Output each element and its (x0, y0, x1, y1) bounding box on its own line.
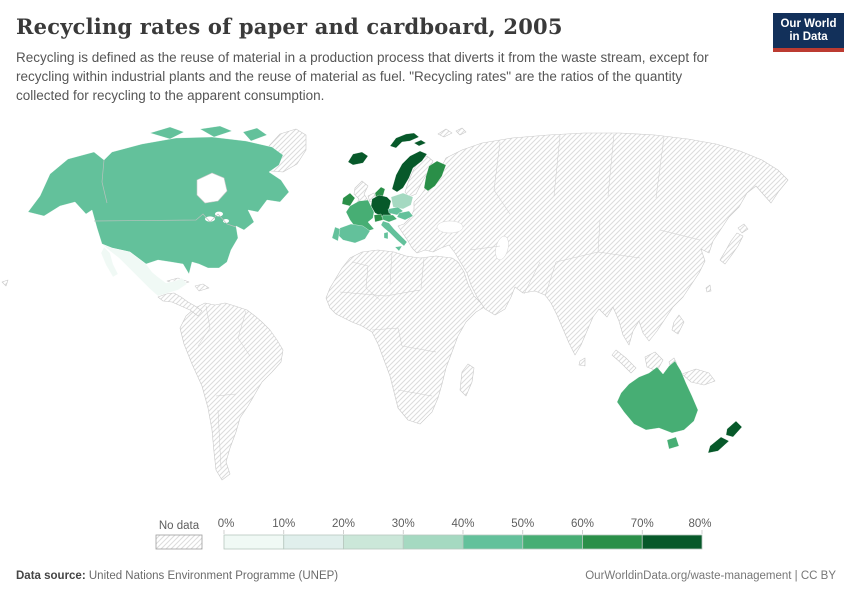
chart-header: Recycling rates of paper and cardboard, … (16, 14, 756, 105)
island-hispaniola[interactable] (194, 283, 210, 292)
landmass-central-america[interactable] (157, 292, 203, 317)
legend-tick-label: 0% (218, 518, 235, 530)
country-norway[interactable] (391, 150, 428, 193)
legend-bin-70-80%[interactable] (641, 534, 703, 550)
great-lakes-3 (223, 219, 229, 223)
island-new-guinea[interactable] (681, 368, 716, 386)
map-legend: No data 0% 10% 20% 30% 40% 50% 60% 70% 80% (155, 518, 712, 550)
islands-svalbard[interactable] (389, 132, 427, 149)
islands-svalbard-arctic[interactable] (437, 127, 467, 138)
landmass-eurasia[interactable] (397, 132, 789, 356)
data-source: Data source: United Nations Environment … (16, 570, 338, 582)
legend-tick-label: 50% (511, 518, 534, 530)
great-lakes (205, 216, 215, 222)
legend-bin-60-70%[interactable] (582, 534, 643, 550)
us-canada-border (93, 159, 237, 228)
no-data-label: No data (159, 520, 200, 532)
legend-tick-label: 60% (571, 518, 594, 530)
islands-japan[interactable] (719, 223, 749, 265)
data-source-label: Data source: (16, 570, 86, 582)
data-source-text: United Nations Environment Programme (UN… (88, 570, 339, 582)
legend-tick-label: 30% (392, 518, 415, 530)
country-canada-arctic-islands[interactable] (149, 125, 268, 142)
owid-logo-line1: Our World (780, 18, 837, 30)
country-portugal[interactable] (331, 226, 341, 242)
island-madagascar[interactable] (459, 363, 475, 397)
chart-footer: Data source: United Nations Environment … (16, 570, 836, 582)
legend-tick-label: 40% (451, 518, 474, 530)
island-borneo[interactable] (644, 351, 664, 372)
legend-bin-0-10%[interactable] (223, 534, 285, 550)
country-slovakia-hungary[interactable] (396, 210, 414, 221)
chart-title: Recycling rates of paper and cardboard, … (16, 14, 563, 39)
chart-subtitle: Recycling is defined as the reuse of mat… (16, 50, 709, 104)
island-sri-lanka[interactable] (578, 357, 586, 367)
legend-bin-10-20%[interactable] (283, 534, 344, 550)
country-switzerland[interactable] (373, 213, 384, 223)
country-finland[interactable] (423, 160, 447, 192)
country-france[interactable] (345, 199, 375, 233)
black-sea (436, 220, 464, 234)
legend-tick-label: 70% (631, 518, 654, 530)
legend-bin-30-40%[interactable] (402, 534, 464, 550)
islands-philippines[interactable] (671, 314, 685, 335)
country-mexico[interactable] (100, 243, 188, 297)
country-ireland[interactable] (341, 192, 356, 207)
island-hawaii[interactable] (1, 279, 9, 287)
country-italy[interactable] (380, 220, 408, 252)
landmass-south-america[interactable] (179, 302, 284, 481)
country-sweden[interactable] (404, 155, 434, 198)
owid-logo[interactable]: Our World in Data (773, 13, 844, 53)
island-taiwan[interactable] (705, 284, 712, 293)
landmass-africa[interactable] (325, 249, 487, 425)
owid-logo-line2: in Data (789, 31, 828, 44)
country-germany[interactable] (370, 194, 392, 218)
legend-bin-50-60%[interactable] (522, 534, 583, 550)
country-iceland[interactable] (347, 151, 369, 166)
no-data-swatch[interactable] (155, 534, 203, 550)
legend-tick-label: 80% (688, 518, 711, 530)
legend-bin-20-30%[interactable] (343, 534, 404, 550)
country-poland[interactable] (390, 192, 414, 210)
hudson-bay (196, 172, 228, 204)
legend-tick-label: 20% (332, 518, 355, 530)
country-new-zealand[interactable] (707, 420, 743, 454)
legend-tick-label: 10% (272, 518, 295, 530)
island-sumatra[interactable] (611, 349, 637, 374)
no-data-country-borders (197, 133, 701, 469)
country-australia[interactable] (616, 360, 699, 450)
owid-url[interactable]: OurWorldinData.org/waste-management | CC… (585, 570, 836, 582)
country-united-states-and-canada[interactable] (27, 136, 290, 275)
legend-bin-40-50%[interactable] (462, 534, 524, 550)
